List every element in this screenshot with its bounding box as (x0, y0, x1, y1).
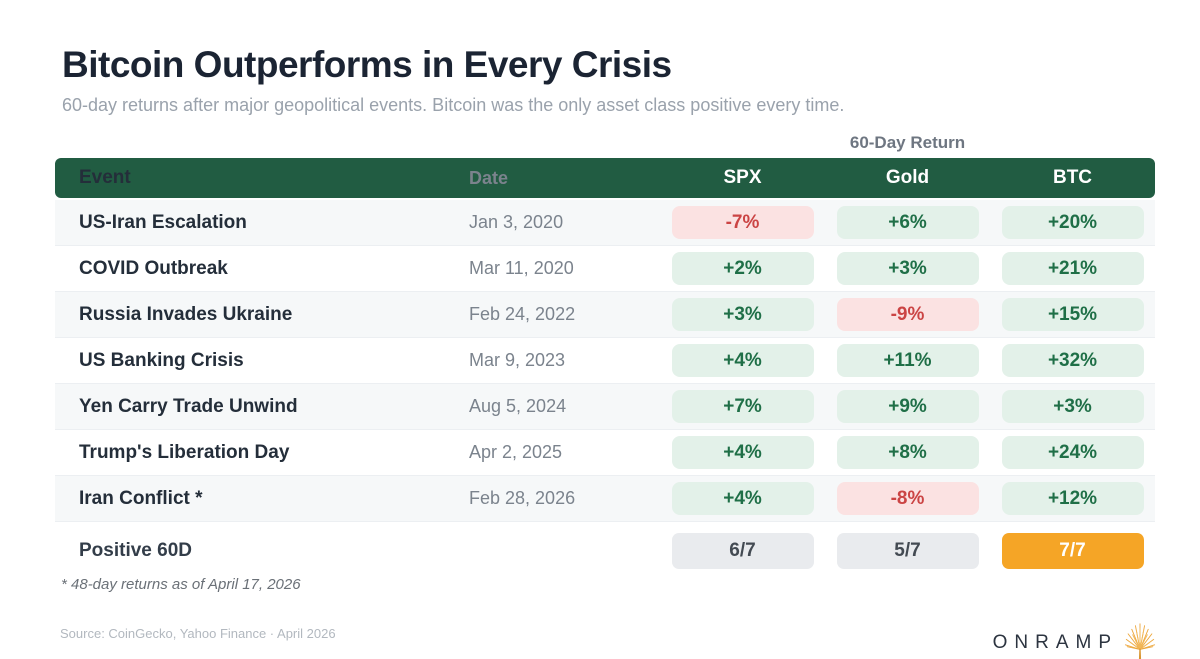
event-date: Mar 11, 2020 (469, 258, 574, 278)
summary-row: Positive 60D 6/7 5/7 7/7 (55, 532, 1155, 570)
btc-return-badge: +3% (1001, 390, 1144, 423)
table-row: US-Iran Escalation Jan 3, 2020 -7% +6% +… (55, 200, 1155, 246)
returns-table: Event Date SPX Gold BTC US-Iran Escalati… (55, 158, 1155, 593)
gold-return-badge: -8% (836, 482, 979, 515)
page-subtitle: 60-day returns after major geopolitical … (62, 95, 845, 115)
btc-return-badge: +12% (1001, 482, 1144, 515)
gold-return-badge: -9% (836, 298, 979, 331)
spx-return-badge: +4% (671, 344, 814, 377)
column-header-gold: Gold (885, 167, 930, 188)
source-attribution: Source: CoinGecko, Yahoo Finance · April… (60, 626, 336, 641)
btc-return-badge: +21% (1001, 252, 1144, 285)
event-date: Apr 2, 2025 (469, 442, 563, 462)
footnote: * 48-day returns as of April 17, 2026 (61, 576, 301, 593)
table-row: Russia Invades Ukraine Feb 24, 2022 +3% … (55, 292, 1155, 338)
spx-return-badge: +7% (671, 390, 814, 423)
table-row: Iran Conflict * Feb 28, 2026 +4% -8% +12… (55, 476, 1155, 522)
btc-return-badge: +24% (1001, 436, 1144, 469)
gold-return-badge: +6% (836, 206, 979, 239)
table-row: Trump's Liberation Day Apr 2, 2025 +4% +… (55, 430, 1155, 476)
event-label: Russia Invades Ukraine (79, 303, 293, 325)
spx-return-badge: -7% (671, 206, 814, 239)
column-header-btc: BTC (1052, 167, 1093, 188)
event-label: COVID Outbreak (79, 257, 228, 279)
gold-return-badge: +8% (836, 436, 979, 469)
column-header-spx: SPX (723, 167, 762, 188)
group-header-60-day-return: 60-Day Return (849, 133, 966, 152)
event-label: Iran Conflict * (79, 487, 203, 509)
spx-summary-badge: 6/7 (671, 533, 814, 569)
spx-return-badge: +4% (671, 482, 814, 515)
event-date: Mar 9, 2023 (469, 350, 566, 370)
event-label: Yen Carry Trade Unwind (79, 395, 298, 417)
brand-name: ONRAMP (992, 632, 1118, 653)
spx-return-badge: +4% (671, 436, 814, 469)
btc-return-badge: +20% (1001, 206, 1144, 239)
tree-icon (1124, 623, 1156, 659)
table-row: COVID Outbreak Mar 11, 2020 +2% +3% +21% (55, 246, 1155, 292)
table-row: US Banking Crisis Mar 9, 2023 +4% +11% +… (55, 338, 1155, 384)
gold-return-badge: +3% (836, 252, 979, 285)
table-header-row: Event Date SPX Gold BTC (55, 158, 1155, 198)
event-date: Feb 28, 2026 (469, 488, 576, 508)
event-date: Jan 3, 2020 (469, 212, 564, 232)
gold-return-badge: +9% (836, 390, 979, 423)
brand-logo: ONRAMP (993, 622, 1160, 659)
gold-return-badge: +11% (836, 344, 979, 377)
event-label: US Banking Crisis (79, 349, 244, 371)
column-header-date: Date (469, 167, 509, 188)
event-date: Aug 5, 2024 (469, 396, 567, 416)
btc-summary-badge: 7/7 (1001, 533, 1144, 569)
event-date: Feb 24, 2022 (469, 304, 576, 324)
table-row: Yen Carry Trade Unwind Aug 5, 2024 +7% +… (55, 384, 1155, 430)
column-header-event: Event (79, 167, 131, 188)
btc-return-badge: +32% (1001, 344, 1144, 377)
gold-summary-badge: 5/7 (836, 533, 979, 569)
btc-return-badge: +15% (1001, 298, 1144, 331)
event-label: US-Iran Escalation (79, 211, 247, 233)
page-title: Bitcoin Outperforms in Every Crisis (62, 44, 672, 85)
spx-return-badge: +2% (671, 252, 814, 285)
spx-return-badge: +3% (671, 298, 814, 331)
summary-label: Positive 60D (79, 540, 192, 561)
event-label: Trump's Liberation Day (79, 441, 290, 463)
